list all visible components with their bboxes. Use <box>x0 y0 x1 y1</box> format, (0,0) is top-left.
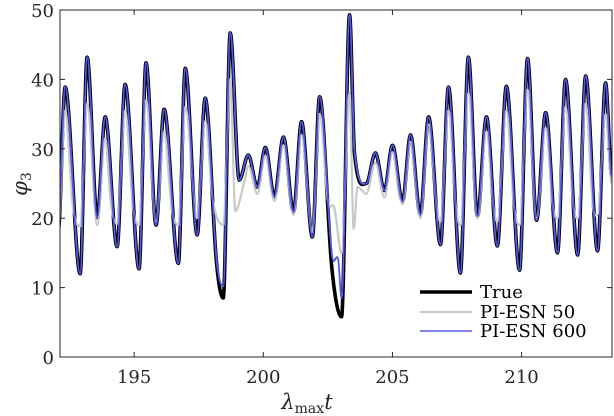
plot-area <box>60 13 612 319</box>
legend: True PI-ESN 50 PI-ESN 600 <box>420 282 587 342</box>
series-line-true <box>60 13 612 319</box>
ticks: 195 200 205 210 0 10 20 30 40 50 <box>31 1 612 388</box>
y-tick-label: 0 <box>43 348 54 369</box>
legend-label-pi-esn-50: PI-ESN 50 <box>480 302 575 323</box>
y-tick-label: 50 <box>31 1 54 22</box>
x-tick-label: 195 <box>117 367 151 388</box>
axes-box <box>59 9 613 358</box>
legend-label-true: True <box>480 282 523 303</box>
x-axis-title-tail: t <box>324 390 333 414</box>
x-axis-title: λmaxt <box>280 390 333 416</box>
series-line-pi-esn-600 <box>60 13 612 299</box>
x-axis-title-main: λ <box>280 390 294 414</box>
axes <box>59 9 613 358</box>
y-tick-label: 20 <box>31 209 54 230</box>
y-axis-title-main: φ <box>8 181 32 196</box>
x-tick-label: 200 <box>246 367 280 388</box>
y-tick-label: 40 <box>31 70 54 91</box>
y-axis-title-sub: 3 <box>19 172 35 181</box>
y-tick-label: 10 <box>31 279 54 300</box>
x-tick-label: 205 <box>375 367 409 388</box>
y-axis-title: φ3 <box>8 172 35 196</box>
y-tick-label: 30 <box>31 140 54 161</box>
x-axis-title-sub: max <box>295 401 325 416</box>
legend-label-pi-esn-600: PI-ESN 600 <box>480 321 587 342</box>
x-tick-label: 210 <box>504 367 538 388</box>
